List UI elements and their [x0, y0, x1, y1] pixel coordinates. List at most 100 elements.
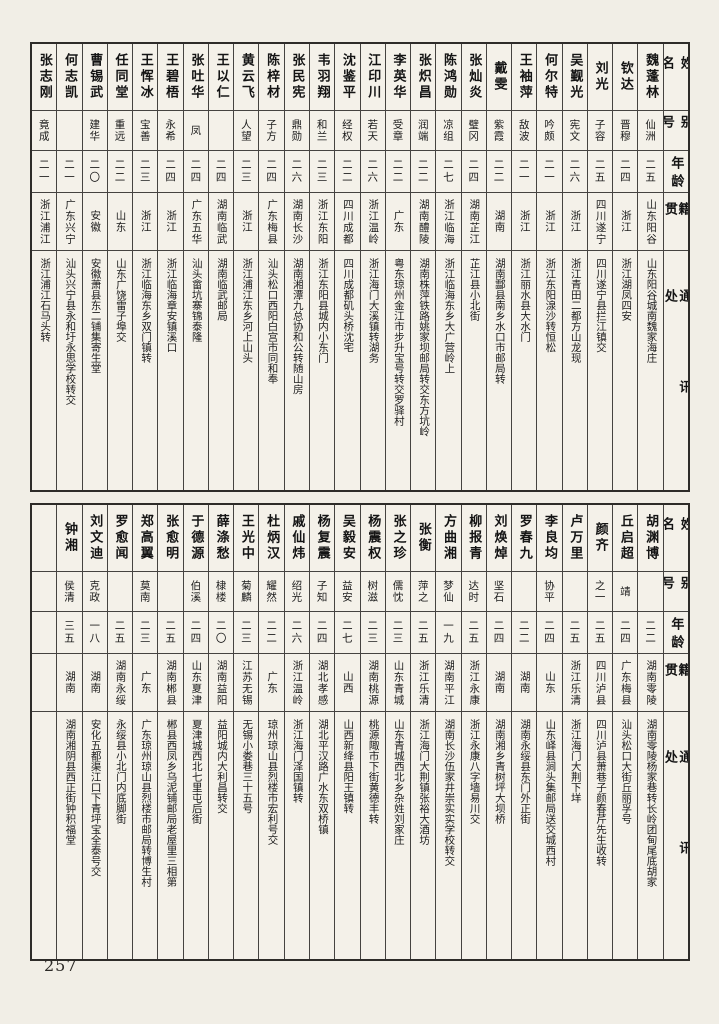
entry-address: 琼州琼山县烈楼市宏利号交 [259, 711, 284, 959]
entry-name: 王恽冰 [137, 53, 153, 101]
entry-name: 沈鉴平 [339, 53, 355, 101]
entry-name: 张灿炎 [466, 53, 482, 101]
entry-column: 刘光 子容 二五 四川遂宁 四川遂宁县拦江镇交 [586, 44, 613, 490]
entry-age: 二二 [512, 611, 537, 653]
entry-age: 二二 [385, 150, 411, 192]
entry-name: 何尔特 [542, 53, 558, 101]
entry-name: 杜炳汉 [264, 514, 280, 562]
entry-native: 浙江 [562, 192, 587, 250]
entry-name: 李良均 [542, 514, 558, 562]
entry-age: 二一 [512, 150, 537, 192]
entry-name: 魏蓬林 [643, 53, 659, 101]
entry-native: 浙江 [512, 192, 537, 250]
entry-native: 湖南永绥 [107, 653, 133, 711]
entry-age: 二三 [310, 150, 335, 192]
entry-alias: 重远 [107, 110, 133, 150]
entry-column: 吴毅安 益安 二七 山西 山西新绛县阳王镇转 [334, 505, 360, 959]
entry-name: 吴觐光 [567, 53, 583, 101]
entry-column: 胡渊博 二二 湖南零陵 湖南零陵杨家巷转长岭团甸尾底胡家 [637, 505, 663, 959]
entry-age: 二六 [284, 150, 310, 192]
entry-name: 钟湘 [62, 522, 77, 554]
entry-alias: 萍之 [411, 571, 436, 611]
entry-age: 二五 [107, 611, 133, 653]
entry-native: 浙江乐清 [562, 653, 587, 711]
entry-native: 四川遂宁 [587, 192, 613, 250]
entry-address: 浙江海门大溪镇转湖务 [360, 250, 385, 490]
entry-native: 广东梅县 [259, 192, 284, 250]
entry-alias: 竟成 [32, 110, 57, 150]
header-alias: 别号 [663, 110, 688, 150]
entry-name: 王以仁 [213, 53, 229, 101]
entry-column: 戚仙炜 绍光 二六 浙江温岭 浙江海门泽国镇转 [283, 505, 310, 959]
entry-name: 陈鸿勋 [440, 53, 456, 101]
entry-native: 浙江 [537, 192, 562, 250]
entry-alias [638, 571, 663, 611]
entry-column: 张之珍 儒忱 二三 山东青城 山东青城西北乡杂姓刘家庄 [384, 505, 411, 959]
entry-age: 二四 [461, 150, 486, 192]
entry-native: 浙江 [133, 192, 158, 250]
entry-native: 浙江 [158, 192, 183, 250]
header-column: 姓名 别号 年龄 籍贯 通讯处 [662, 44, 688, 490]
entry-name: 张之珍 [390, 514, 406, 562]
entry-alias: 紫霞 [486, 110, 512, 150]
entry-address: 湖南长沙伍家井崇实实学校转交 [436, 711, 461, 959]
entry-age: 二三 [234, 611, 259, 653]
entry-age: 二三 [133, 611, 158, 653]
entry-age: 二五 [638, 150, 663, 192]
entry-alias: 润端 [411, 110, 436, 150]
entry-name: 杨复震 [314, 514, 330, 562]
header-alias: 别号 [663, 571, 688, 611]
entry-native: 湖南桃源 [360, 653, 385, 711]
entry-age: 二七 [436, 150, 461, 192]
entry-alias: 凉组 [436, 110, 461, 150]
entry-name: 颜齐 [592, 522, 608, 554]
entry-name: 张志刚 [36, 53, 52, 101]
entry-address: 安徽萧县东二铺集寄生堂 [82, 250, 107, 490]
entry-age: 二二 [335, 150, 360, 192]
entry-alias: 受章 [385, 110, 411, 150]
entry-age: 一八 [82, 611, 107, 653]
entry-name: 王碧梧 [163, 53, 179, 101]
entry-name: 张吐华 [188, 53, 204, 101]
entry-alias [107, 571, 133, 611]
entry-age: 二三 [360, 611, 385, 653]
entry-address: 湖南酃县南乡水口市邮局转 [486, 250, 512, 490]
entry-address: 山东阳谷城南魏家海庄 [638, 250, 663, 490]
page-number: 257 [44, 956, 78, 975]
entry-age: 二四 [537, 611, 562, 653]
entry-native: 广东梅县 [613, 653, 638, 711]
entry-name: 罗愈闻 [112, 514, 128, 562]
entry-age: 二六 [284, 611, 310, 653]
entry-column: 戴雯 紫霞 二二 湖南 湖南酃县南乡水口市邮局转 [485, 44, 512, 490]
entry-native: 山东青城 [385, 653, 411, 711]
entry-age: 二四 [183, 150, 208, 192]
entry-column: 张愈明 二五 湖南郴县 郴县西凤乡乌泥铺邮局老屋里三相第 [157, 505, 183, 959]
entry-age: 二四 [613, 150, 638, 192]
entry-native: 浙江乐清 [411, 653, 436, 711]
entry-column: 曹锡武 建华 二〇 安徽 安徽萧县东二铺集寄生堂 [81, 44, 107, 490]
entry-name: 卢万里 [567, 514, 583, 562]
entry-address: 浙江临海章安镇溪口 [158, 250, 183, 490]
entry-alias: 棣楼 [208, 571, 234, 611]
entry-column: 刘文迪 克政 一八 湖南 安化五都渠江口下青坪宝全泰号交 [81, 505, 107, 959]
entry-age: 二二 [107, 150, 133, 192]
entry-native: 湖南 [57, 653, 82, 711]
entry-age: 二二 [638, 611, 663, 653]
entry-address: 浙江浦江东乡河上山头 [234, 250, 259, 490]
entry-age: 二五 [411, 611, 436, 653]
entry-column: 方曲湘 梦仙 一九 湖南平江 湖南长沙伍家井崇实实学校转交 [435, 505, 461, 959]
entry-native [32, 653, 57, 711]
entry-address: 汕头松口大街丘丽孚号 [613, 711, 638, 959]
entry-name: 曹锡武 [87, 53, 103, 101]
entry-age: 一九 [436, 611, 461, 653]
entry-address: 芷江县小北街 [461, 250, 486, 490]
entry-alias: 子知 [310, 571, 335, 611]
entry-native: 浙江温岭 [360, 192, 385, 250]
entry-column: 张志刚 竟成 二一 浙江浦江 浙江浦江石马头转 [32, 44, 57, 490]
entry-alias: 凤 [183, 110, 208, 150]
entry-column: 杜炳汉 耀然 二二 广东 琼州琼山县烈楼市宏利号交 [258, 505, 284, 959]
entry-column: 王碧梧 永希 二四 浙江 浙江临海章安镇溪口 [157, 44, 183, 490]
entry-native: 浙江 [613, 192, 638, 250]
entry-name: 张炽昌 [415, 53, 431, 101]
entry-age: 二二 [411, 150, 436, 192]
